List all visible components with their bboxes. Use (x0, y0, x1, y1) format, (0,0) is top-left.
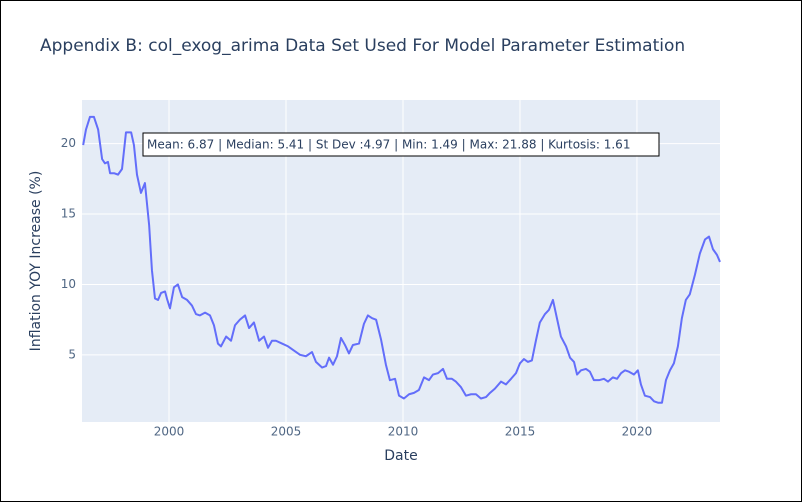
x-tick-label: 2010 (388, 425, 419, 439)
y-tick-label: 5 (68, 347, 76, 361)
annotation-box (142, 132, 660, 157)
y-tick-label: 20 (61, 136, 76, 150)
x-tick-label: 2000 (154, 425, 185, 439)
data-line (82, 115, 721, 404)
y-axis-title: Inflation YOY Increase (%) (28, 171, 44, 352)
y-tick-label: 15 (61, 207, 76, 221)
x-tick-label: 2020 (622, 425, 653, 439)
x-tick-label: 2005 (271, 425, 302, 439)
y-tick-label: 10 (61, 277, 76, 291)
x-axis-title: Date (384, 448, 417, 464)
marks (82, 115, 721, 404)
annotation: Mean: 6.87 | Median: 5.41 | St Dev :4.97… (147, 138, 630, 152)
x-tick-label: 2015 (505, 425, 536, 439)
chart-title: Appendix B: col_exog_arima Data Set Used… (40, 36, 685, 56)
